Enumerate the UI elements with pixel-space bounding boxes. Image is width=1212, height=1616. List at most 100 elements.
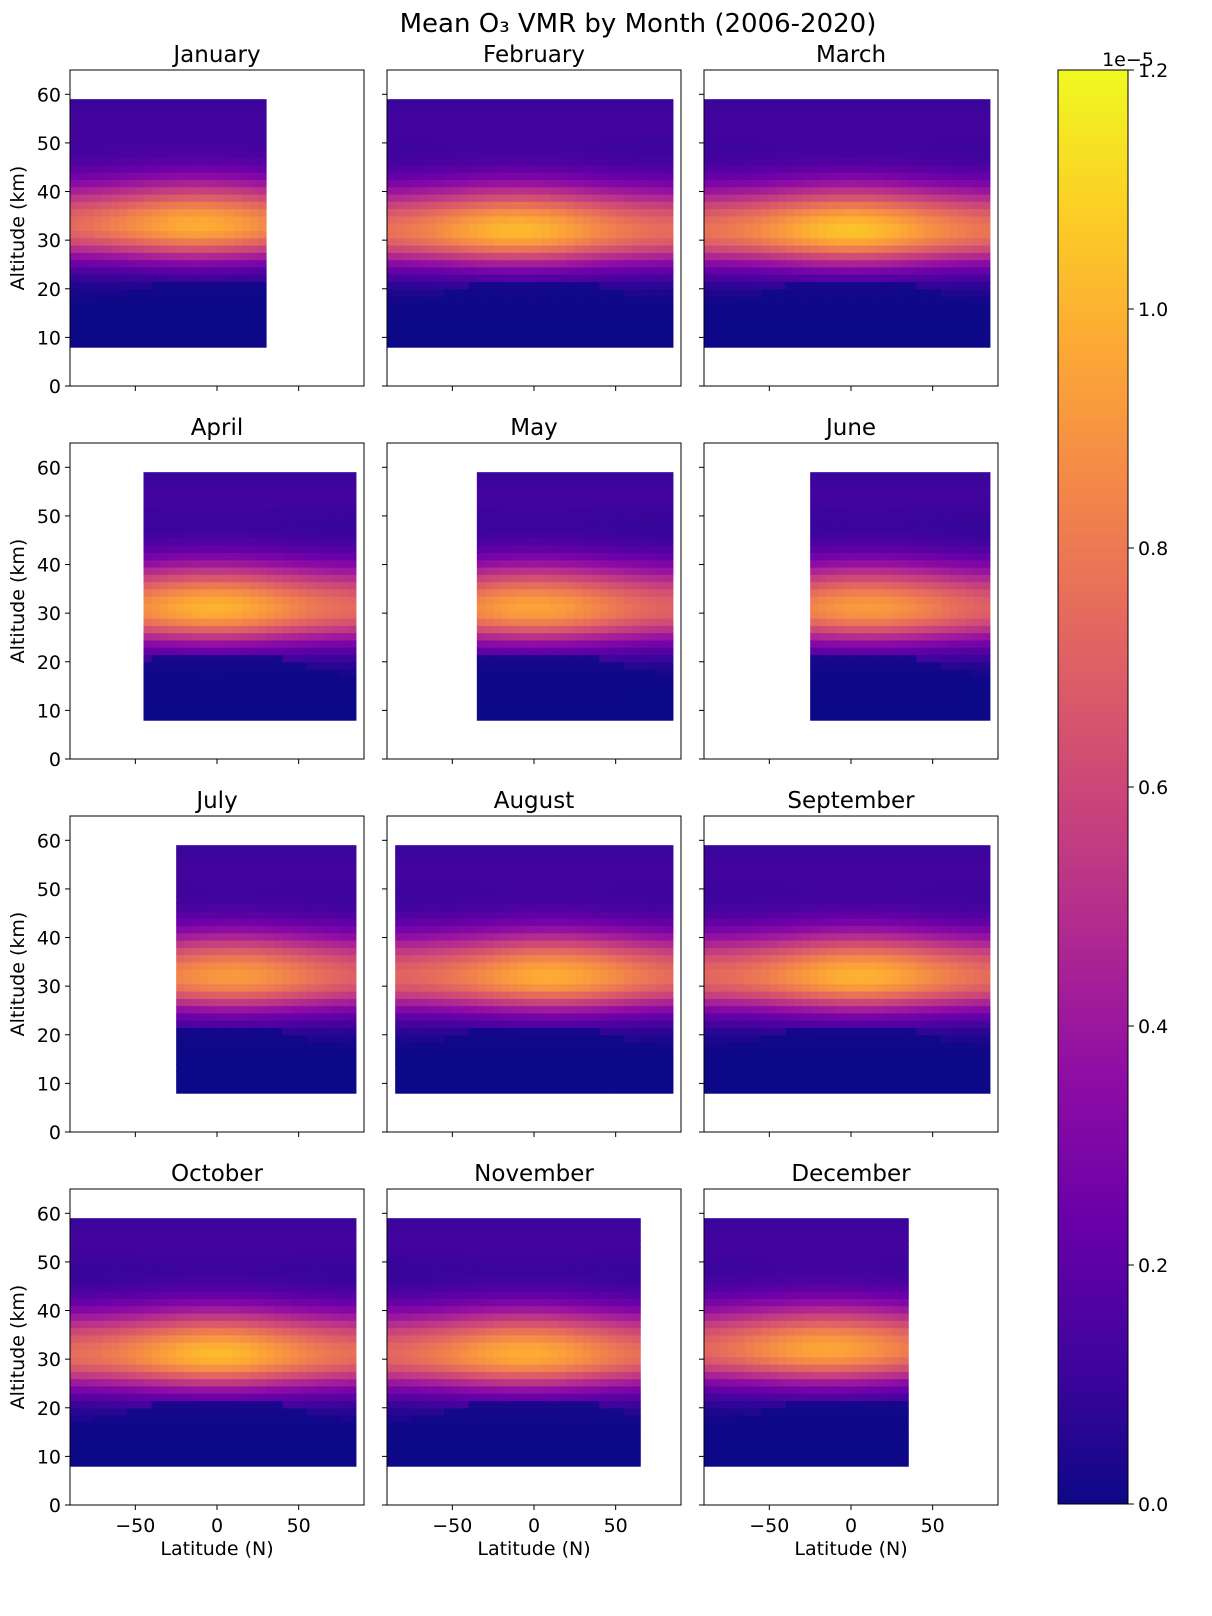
heat-cell xyxy=(315,567,324,575)
heat-cell xyxy=(720,325,729,333)
heat-cell xyxy=(160,523,169,531)
heat-cell xyxy=(550,523,559,531)
heat-cell xyxy=(485,523,494,531)
heat-cell xyxy=(307,545,316,553)
heat-cell xyxy=(184,333,193,341)
heat-cell xyxy=(900,289,909,297)
heat-cell xyxy=(729,172,738,180)
heat-cell xyxy=(753,106,762,114)
heat-cell xyxy=(949,281,958,289)
heat-cell xyxy=(225,552,234,560)
heat-cell xyxy=(599,669,608,677)
heat-cell xyxy=(274,516,283,524)
heat-cell xyxy=(640,99,649,107)
heat-cell xyxy=(665,325,674,333)
heat-cell xyxy=(835,303,844,311)
heat-cell xyxy=(599,267,608,275)
heat-cell xyxy=(916,194,925,202)
heat-cell xyxy=(867,223,876,231)
heat-cell xyxy=(753,325,762,333)
heat-cell xyxy=(510,698,519,706)
heat-cell xyxy=(608,691,617,699)
heat-cell xyxy=(632,136,641,144)
heat-cell xyxy=(111,158,120,166)
heat-cell xyxy=(567,640,576,648)
heat-cell xyxy=(542,611,551,619)
heat-cell xyxy=(291,618,300,626)
heat-cell xyxy=(510,106,519,114)
heat-cell xyxy=(152,106,161,114)
heat-cell xyxy=(859,136,868,144)
heat-cell xyxy=(403,311,412,319)
heat-cell xyxy=(624,187,633,195)
heat-cell xyxy=(152,223,161,231)
heat-cell xyxy=(510,252,519,260)
heat-cell xyxy=(591,267,600,275)
heat-cell xyxy=(745,136,754,144)
heat-cell xyxy=(892,325,901,333)
heat-cell xyxy=(428,281,437,289)
heat-cell xyxy=(949,114,958,122)
heat-cell xyxy=(282,531,291,539)
heat-cell xyxy=(559,582,568,590)
heat-cell xyxy=(168,582,177,590)
heat-cell xyxy=(233,252,242,260)
heat-cell xyxy=(583,589,592,597)
heat-cell xyxy=(315,545,324,553)
heat-cell xyxy=(387,136,396,144)
heat-cell xyxy=(583,114,592,122)
heat-cell xyxy=(769,179,778,187)
heat-cell xyxy=(387,274,396,282)
heat-cell xyxy=(542,691,551,699)
heat-cell xyxy=(599,501,608,509)
heat-cell xyxy=(599,509,608,517)
heat-cell xyxy=(786,333,795,341)
heat-cell xyxy=(403,114,412,122)
heat-cell xyxy=(420,281,429,289)
heat-cell xyxy=(583,611,592,619)
heat-cell xyxy=(608,325,617,333)
heat-cell xyxy=(193,487,202,495)
heat-cell xyxy=(184,194,193,202)
heat-cell xyxy=(542,603,551,611)
heat-cell xyxy=(340,676,349,684)
heat-cell xyxy=(95,99,104,107)
heat-cell xyxy=(884,165,893,173)
heat-cell xyxy=(201,333,210,341)
heat-cell xyxy=(591,216,600,224)
heat-cell xyxy=(493,201,502,209)
heat-cell xyxy=(818,296,827,304)
heat-cell xyxy=(469,318,478,326)
heat-cell xyxy=(95,165,104,173)
heat-cell xyxy=(127,201,136,209)
heat-cell xyxy=(168,252,177,260)
heat-cell xyxy=(160,187,169,195)
heat-cell xyxy=(753,333,762,341)
heat-cell xyxy=(925,165,934,173)
heat-cell xyxy=(403,172,412,180)
heat-cell xyxy=(250,318,259,326)
heat-cell xyxy=(444,274,453,282)
heat-cell xyxy=(753,128,762,136)
heat-cell xyxy=(567,245,576,253)
heat-cell xyxy=(193,209,202,217)
heat-cell xyxy=(493,479,502,487)
heat-cell xyxy=(941,252,950,260)
heat-cell xyxy=(665,691,674,699)
heat-cell xyxy=(144,676,153,684)
heat-cell xyxy=(542,121,551,129)
heat-cell xyxy=(307,582,316,590)
heat-cell xyxy=(510,494,519,502)
heat-cell xyxy=(233,296,242,304)
heat-cell xyxy=(160,531,169,539)
heat-cell xyxy=(916,223,925,231)
heat-cell xyxy=(331,713,340,721)
heat-cell xyxy=(575,589,584,597)
heat-cell xyxy=(665,523,674,531)
heat-cell xyxy=(583,325,592,333)
heat-cell xyxy=(176,479,185,487)
heat-cell xyxy=(632,281,641,289)
heat-cell xyxy=(559,676,568,684)
heat-cell xyxy=(510,538,519,546)
heat-cell xyxy=(933,150,942,158)
